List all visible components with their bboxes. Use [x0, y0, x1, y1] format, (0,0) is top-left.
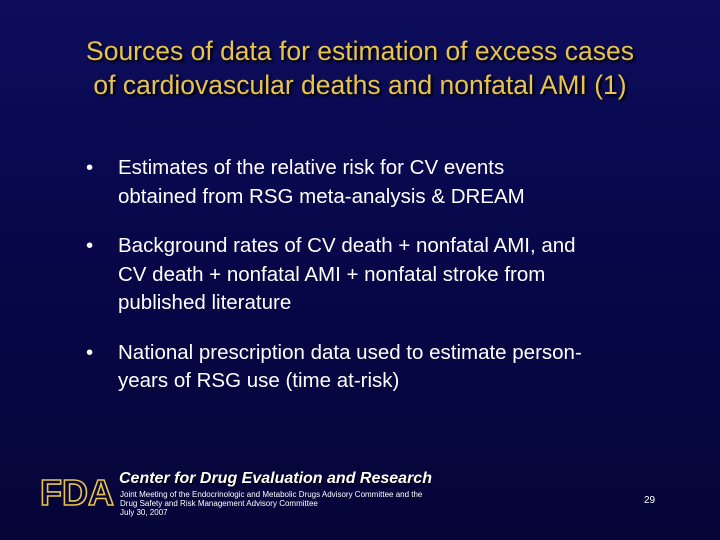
- bullet-item: • National prescription data used to est…: [86, 339, 676, 396]
- bullet-line: published literature: [118, 291, 292, 314]
- bullet-line: CV death + nonfatal AMI + nonfatal strok…: [118, 262, 546, 286]
- meeting-line: Joint Meeting of the Endocrinologic and …: [120, 490, 423, 499]
- title-line: Sources of data for estimation of excess…: [86, 36, 634, 66]
- bullet-line: Background rates of CV death + nonfatal …: [118, 234, 576, 257]
- bullet-line: years of RSG use (time at-risk): [118, 369, 400, 392]
- bullet-list: • Estimates of the relative risk for CV …: [86, 154, 676, 417]
- bullet-line: National prescription data used to estim…: [118, 340, 582, 364]
- center-name: Center for Drug Evaluation and Research: [119, 470, 432, 487]
- bullet-icon: •: [86, 156, 94, 179]
- page-number: 29: [644, 495, 656, 506]
- bullet-line: obtained from RSG meta-analysis & DREAM: [118, 184, 525, 208]
- title-line: of cardiovascular deaths and nonfatal AM…: [93, 70, 627, 100]
- bullet-icon: •: [86, 234, 94, 257]
- fda-logo-text: FDA: [40, 472, 114, 512]
- bullet-line: Estimates of the relative risk for CV ev…: [118, 156, 505, 179]
- footer: FDA Center for Drug Evaluation and Resea…: [0, 460, 720, 540]
- bullet-item: • Background rates of CV death + nonfata…: [86, 232, 676, 318]
- fda-logo-icon: FDA: [40, 472, 114, 512]
- bullet-item: • Estimates of the relative risk for CV …: [86, 154, 676, 211]
- meeting-date: July 30, 2007: [120, 508, 168, 517]
- meeting-info: Joint Meeting of the Endocrinologic and …: [120, 490, 540, 517]
- bullet-icon: •: [86, 340, 94, 364]
- meeting-line: Drug Safety and Risk Management Advisory…: [120, 499, 318, 508]
- slide-title: Sources of data for estimation of excess…: [20, 34, 700, 102]
